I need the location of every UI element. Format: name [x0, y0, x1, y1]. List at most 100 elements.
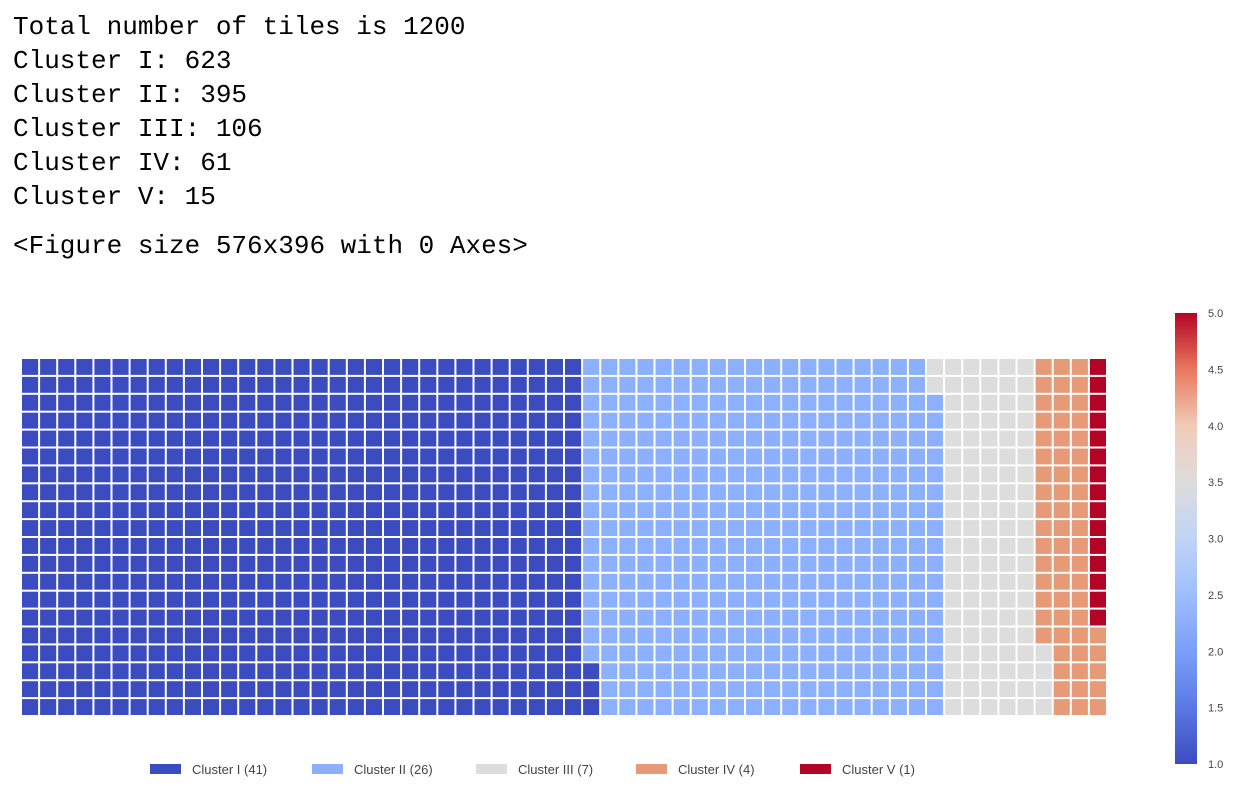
cluster-i-tile — [456, 573, 473, 590]
cluster-iii-tile — [981, 376, 998, 393]
cluster-i-tile — [275, 663, 292, 680]
cluster-ii-tile — [854, 538, 871, 554]
cluster-ii-tile — [601, 412, 618, 429]
cluster-iii-tile — [963, 520, 980, 536]
cluster-iii-tile — [963, 359, 980, 375]
cluster-ii-tile — [890, 466, 907, 483]
cluster-ii-tile — [583, 645, 600, 662]
cluster-i-tile — [492, 448, 509, 465]
cluster-iv-tile — [1089, 663, 1106, 680]
cluster-i-tile — [166, 520, 183, 536]
cluster-i-tile — [528, 376, 545, 393]
cluster-ii-tile — [800, 430, 817, 447]
cluster-ii-tile — [746, 645, 763, 662]
cluster-ii-tile — [727, 627, 744, 644]
cluster-i-tile — [311, 627, 328, 644]
cluster-i-tile — [257, 376, 274, 393]
cluster-i-tile — [221, 555, 238, 572]
cluster-i-tile — [166, 591, 183, 608]
cluster-ii-tile — [908, 466, 925, 483]
cluster-i-tile — [528, 663, 545, 680]
cluster-ii-tile — [709, 359, 726, 375]
cluster-iii-tile — [963, 681, 980, 698]
cluster-i-tile — [184, 681, 201, 698]
cluster-ii-tile — [746, 394, 763, 411]
cluster-i-tile — [492, 412, 509, 429]
cluster-iv-tile — [1071, 699, 1088, 715]
cluster-i-tile — [166, 681, 183, 698]
cluster-i-tile — [275, 394, 292, 411]
cluster-i-tile — [365, 663, 382, 680]
cluster-i-tile — [166, 448, 183, 465]
cluster-iii-tile — [981, 681, 998, 698]
cluster-i-tile — [112, 555, 129, 572]
cluster-ii-tile — [872, 412, 889, 429]
cluster-iv-tile — [1071, 394, 1088, 411]
cluster-i-tile — [420, 681, 437, 698]
cluster-i-tile — [311, 484, 328, 501]
cluster-i-tile — [528, 359, 545, 375]
cluster-ii-tile — [854, 412, 871, 429]
cluster-i-tile — [347, 520, 364, 536]
cluster-i-tile — [420, 376, 437, 393]
cluster-i-tile — [402, 359, 419, 375]
cluster-i-tile — [311, 412, 328, 429]
cluster-i-tile — [148, 627, 165, 644]
cluster-i-tile — [311, 538, 328, 554]
cluster-i-tile — [76, 681, 93, 698]
cluster-ii-tile — [927, 520, 944, 536]
cluster-ii-tile — [836, 663, 853, 680]
cluster-ii-tile — [637, 359, 654, 375]
cluster-ii-tile — [655, 359, 672, 375]
cluster-ii-tile — [890, 538, 907, 554]
cluster-iv-tile — [1071, 430, 1088, 447]
cluster-ii-tile — [691, 412, 708, 429]
cluster-ii-tile — [908, 412, 925, 429]
cluster-ii-tile — [890, 663, 907, 680]
cluster-i-tile — [166, 538, 183, 554]
cluster-iv-tile — [1089, 681, 1106, 698]
cluster-i-tile — [257, 681, 274, 698]
cluster-ii-tile — [709, 502, 726, 519]
cluster-i-tile — [58, 681, 75, 698]
cluster-i-tile — [40, 699, 57, 715]
cluster-i-tile — [384, 448, 401, 465]
cluster-i-tile — [492, 466, 509, 483]
cluster-iii-tile — [1017, 430, 1034, 447]
cluster-iv-tile — [1053, 466, 1070, 483]
cluster-i-tile — [565, 627, 582, 644]
cluster-iii-tile — [999, 394, 1016, 411]
cluster-ii-tile — [908, 573, 925, 590]
cluster-i-tile — [546, 359, 563, 375]
cluster-ii-tile — [872, 502, 889, 519]
cluster-i-tile — [40, 681, 57, 698]
cluster-ii-tile — [709, 538, 726, 554]
cluster-ii-tile — [709, 448, 726, 465]
cluster-i-tile — [528, 520, 545, 536]
cluster-i-tile — [148, 609, 165, 626]
cluster-iii-tile — [963, 573, 980, 590]
cluster-i-tile — [546, 394, 563, 411]
cluster-i-tile — [510, 555, 527, 572]
cluster-ii-tile — [601, 555, 618, 572]
cluster-i-tile — [456, 376, 473, 393]
cluster-i-tile — [402, 484, 419, 501]
cluster-ii-tile — [872, 484, 889, 501]
cluster-iii-tile — [1017, 448, 1034, 465]
cluster-i-tile — [130, 627, 147, 644]
cluster-iii-tile — [945, 645, 962, 662]
cluster-i-tile — [22, 376, 39, 393]
cluster-i-tile — [257, 627, 274, 644]
cluster-iii-tile — [999, 538, 1016, 554]
cluster-i-tile — [492, 520, 509, 536]
cluster-iii-tile — [963, 448, 980, 465]
cluster-iv-tile — [1053, 609, 1070, 626]
cluster-i-tile — [257, 430, 274, 447]
cluster-ii-tile — [890, 394, 907, 411]
cluster-i-tile — [365, 430, 382, 447]
cluster-i-tile — [510, 645, 527, 662]
cluster-ii-tile — [637, 699, 654, 715]
cluster-i-tile — [510, 484, 527, 501]
cluster-ii-tile — [908, 555, 925, 572]
cluster-i-tile — [365, 555, 382, 572]
